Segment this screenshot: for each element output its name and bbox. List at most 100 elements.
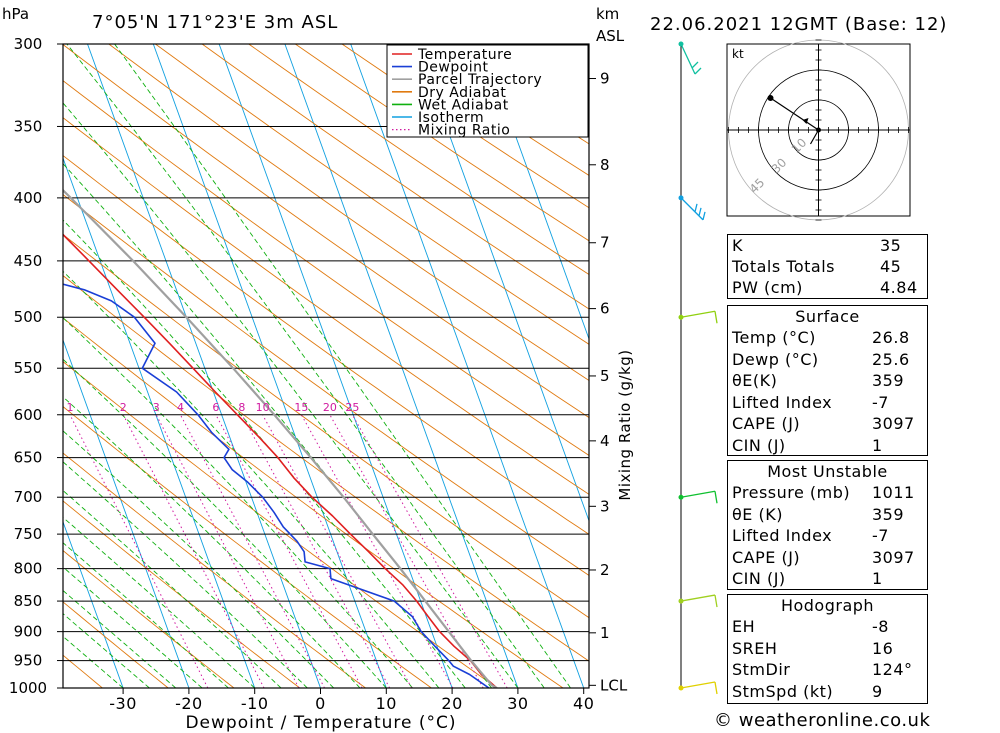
pressure-tick-label: 1000 xyxy=(9,679,47,697)
wet-adiabat-line xyxy=(63,589,177,688)
x-tick-label: -20 xyxy=(175,694,203,713)
dry-adiabat-line xyxy=(154,44,589,345)
row-value: -8 xyxy=(872,617,889,636)
wet-adiabat-line xyxy=(66,44,545,688)
row-label: Lifted Index xyxy=(732,392,833,412)
dry-adiabat-line xyxy=(63,500,301,688)
dry-adiabat-line xyxy=(247,44,589,276)
mixing-ratio-axis-label: Mixing Ratio (g/kg) xyxy=(616,349,634,500)
index-value: 35 xyxy=(880,236,902,255)
wet-adiabat-line xyxy=(63,635,124,688)
asl-unit: ASL xyxy=(596,27,625,45)
isotherm-line xyxy=(218,44,453,688)
most-unstable-title: Most Unstable xyxy=(767,462,888,481)
km-tick-label: 6 xyxy=(600,300,610,318)
row-label: StmSpd (kt) xyxy=(732,681,834,701)
isotherm-line xyxy=(0,7,1,714)
hodograph-point xyxy=(767,95,774,101)
hodograph-origin xyxy=(816,127,821,133)
mixing-ratio-label: 8 xyxy=(238,401,245,414)
wind-barb xyxy=(680,681,718,695)
km-axis: 9 8 7 6 5 4 3 2 1 LCL xyxy=(589,70,628,694)
wet-adiabat-line xyxy=(114,44,571,688)
surface-title: Surface xyxy=(795,307,860,326)
km-tick-label: 7 xyxy=(600,234,610,252)
row-label: CAPE (J) xyxy=(732,547,801,567)
wet-adiabat-line xyxy=(63,396,361,688)
row-value: 9 xyxy=(872,681,883,701)
hodograph-box: Hodograph EH -8 SREH 16 StmDir 124° StmSpd (kt… xyxy=(727,594,928,704)
row-label: Pressure (mb) xyxy=(732,483,851,502)
row-label: StmDir xyxy=(732,660,791,679)
mixing-ratio-line xyxy=(179,414,325,688)
dry-adiabat-line xyxy=(63,233,589,619)
mixing-ratio-label: 25 xyxy=(345,401,359,414)
mixing-ratio-label: 15 xyxy=(294,401,308,414)
pressure-tick-label: 750 xyxy=(14,525,43,543)
location-title: 7°05'N 171°23'E 3m ASL xyxy=(92,12,338,33)
dry-adiabat-line xyxy=(294,44,589,242)
x-tick-label: 0 xyxy=(315,694,326,713)
mixing-ratio-label: 4 xyxy=(177,401,184,414)
row-label: CAPE (J) xyxy=(732,414,801,433)
background-lines xyxy=(0,7,589,714)
plot-frame xyxy=(62,43,590,689)
pressure-tick-label: 900 xyxy=(14,623,43,641)
row-value: 26.8 xyxy=(872,328,910,347)
x-tick-label: 40 xyxy=(573,694,594,713)
row-value: 359 xyxy=(872,504,905,524)
isotherm-line xyxy=(87,44,321,688)
surface-row: Dewp (°C) 25.6 xyxy=(728,349,927,371)
index-value: 4.84 xyxy=(880,278,918,297)
legend-label: Temperature xyxy=(417,47,512,63)
dry-adiabat-line xyxy=(63,601,169,688)
mixing-ratio-line xyxy=(351,414,508,688)
wet-adiabat-line xyxy=(63,489,282,688)
index-row: K 35 xyxy=(728,235,928,257)
mixing-ratio-line xyxy=(329,414,484,688)
wet-adiabat-line xyxy=(63,461,308,688)
row-label: CIN (J) xyxy=(732,435,786,455)
hodograph-title: Hodograph xyxy=(780,596,875,615)
pressure-tick-label: 400 xyxy=(14,189,43,207)
isotherm-line xyxy=(152,44,387,688)
mixing-ratio-label: 2 xyxy=(120,401,127,414)
hodograph-trace xyxy=(770,97,820,145)
wet-adiabat-line xyxy=(63,430,335,688)
mixing-ratio-line xyxy=(69,414,209,688)
row-label: θE(K) xyxy=(732,371,778,390)
row-value: 25.6 xyxy=(872,349,910,369)
surface-row: CIN (J) 1 xyxy=(728,435,927,457)
pressure-unit: hPa xyxy=(2,5,29,23)
dewpoint-line xyxy=(63,283,490,688)
row-value: -7 xyxy=(872,526,889,545)
x-tick-label: 10 xyxy=(376,694,397,713)
row-label: θE (K) xyxy=(732,504,783,524)
surface-row: Lifted Index -7 xyxy=(728,392,927,414)
dry-adiabat-line xyxy=(63,549,235,688)
index-label: K xyxy=(732,236,743,255)
km-tick-label: LCL xyxy=(600,676,628,694)
row-value: 1 xyxy=(872,435,883,455)
pressure-tick-label: 700 xyxy=(14,488,43,506)
row-value: 16 xyxy=(872,638,894,658)
hodograph-box-row: SREH 16 xyxy=(728,638,927,660)
x-tick-label: -30 xyxy=(109,694,137,713)
row-label: Dewp (°C) xyxy=(732,349,819,369)
date-title: 22.06.2021 12GMT (Base: 12) xyxy=(650,14,947,35)
index-label: PW (cm) xyxy=(732,278,803,297)
row-value: 3097 xyxy=(872,547,915,567)
dry-adiabat-line xyxy=(108,44,589,382)
most-unstable-row: Lifted Index -7 xyxy=(728,525,927,547)
dry-adiabat-line xyxy=(63,452,367,688)
wet-adiabat-line xyxy=(63,542,229,688)
mixing-ratio-line xyxy=(122,414,265,688)
isotherm-line xyxy=(63,520,124,688)
km-tick-label: 5 xyxy=(600,367,610,385)
legend-label: Mixing Ratio xyxy=(418,123,510,139)
mixing-ratio-label: 3 xyxy=(153,401,160,414)
x-tick-label: 30 xyxy=(507,694,528,713)
wet-adiabat-line xyxy=(63,270,440,688)
